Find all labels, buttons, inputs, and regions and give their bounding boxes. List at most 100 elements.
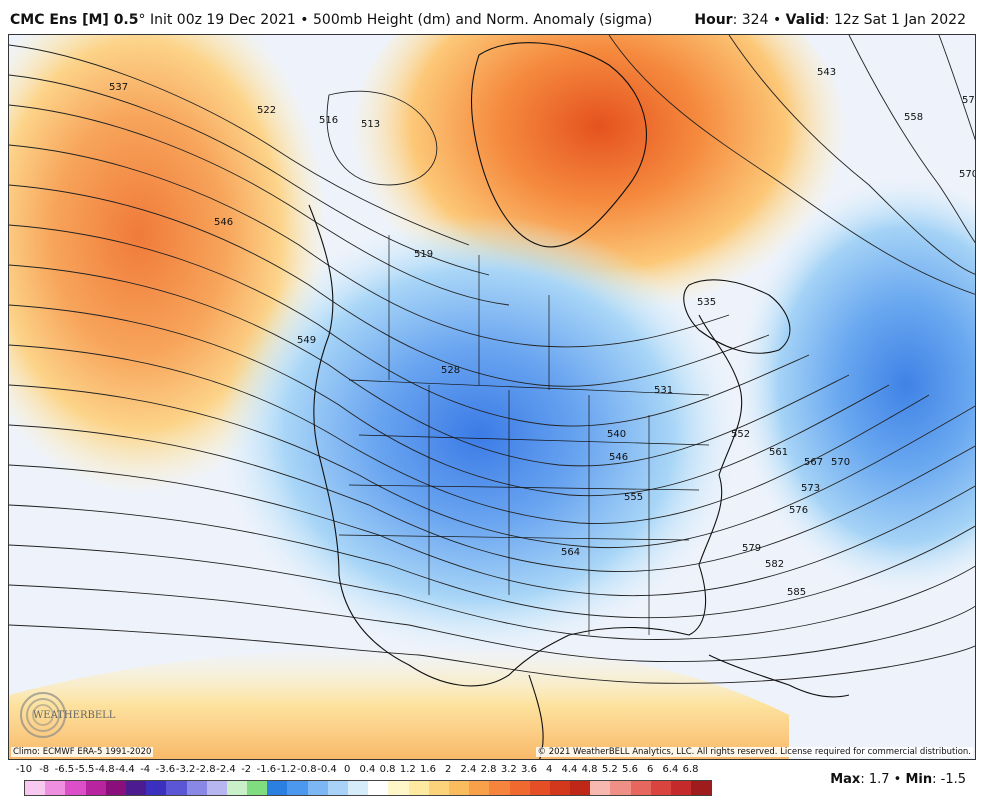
init-time: Init 00z 19 Dec 2021: [149, 12, 296, 28]
min-value: : -1.5: [932, 772, 966, 787]
separator: •: [893, 772, 902, 787]
height-contours: [9, 35, 975, 684]
colorbar-tick-label: 5.2: [601, 764, 618, 775]
colorbar-tick-label: 1.2: [399, 764, 416, 775]
field-description: 500mb Height (dm) and Norm. Anomaly (sig…: [313, 12, 653, 28]
colorbar-swatch: [186, 781, 207, 795]
contour-label: 546: [609, 452, 628, 463]
valid-label: Valid: [785, 12, 825, 28]
central-negative-anomaly: [219, 215, 739, 655]
colorbar-tick-label: -1.6: [256, 764, 277, 775]
contour-label: 576: [789, 505, 808, 516]
colorbar-swatch: [307, 781, 328, 795]
climatology-note: Climo: ECMWF ERA-5 1991-2020: [11, 747, 154, 757]
min-label: Min: [905, 772, 933, 787]
max-label: Max: [830, 772, 861, 787]
colorbar-tick-label: 6: [647, 764, 654, 775]
contour-label-layer: 537 546 522 516 513 519 528 549 531 535 …: [109, 67, 975, 598]
contour-label: 516: [319, 115, 338, 126]
colorbar-tick-label: -10: [15, 764, 33, 775]
colorbar-swatch: [25, 781, 46, 795]
contour-label: 549: [297, 335, 316, 346]
colorbar-tick-label: -0.8: [297, 764, 317, 775]
colorbar-tick-label: 3.2: [500, 764, 517, 775]
contour-label: 567: [804, 457, 823, 468]
colorbar-swatches: [24, 780, 713, 796]
colorbar-swatch: [166, 781, 187, 795]
contour-label: 543: [817, 67, 836, 78]
colorbar-swatch: [428, 781, 449, 795]
colorbar-tick-label: -3.2: [175, 764, 196, 775]
max-value: : 1.7: [860, 772, 890, 787]
colorbar-swatch: [125, 781, 147, 795]
contour-label: 537: [109, 82, 128, 93]
contour-label: 582: [765, 559, 784, 570]
colorbar-swatch: [388, 781, 409, 795]
colorbar-swatch: [146, 781, 167, 795]
colorbar-tick-label: 6.8: [682, 764, 699, 775]
colorbar-swatch: [368, 781, 389, 795]
header-bar: CMC Ens [M] 0.5° Init 00z 19 Dec 2021 • …: [0, 0, 984, 34]
colorbar-swatch: [267, 781, 288, 795]
colorbar-tick-label: -1.2: [276, 764, 297, 775]
contour-label: 558: [904, 112, 923, 123]
separator: •: [772, 12, 782, 28]
colorbar-swatch: [327, 781, 348, 795]
colorbar-swatch: [570, 781, 591, 795]
colorbar-swatch: [348, 781, 369, 795]
colorbar-tick-label: 4.4: [561, 764, 578, 775]
colorbar-tick-label: -2.4: [216, 764, 236, 775]
colorbar-tick-label: -6.5: [54, 764, 75, 775]
separator: •: [300, 12, 309, 28]
colorbar-tick-label: 2.8: [480, 764, 497, 775]
colorbar-swatch: [206, 781, 227, 795]
colorbar-swatch: [549, 781, 571, 795]
contour-label: 585: [787, 587, 806, 598]
hour-label: Hour: [694, 12, 733, 28]
colorbar-tick-label: 0.8: [379, 764, 396, 775]
header-valid: Hour: 324 • Valid: 12z Sat 1 Jan 2022: [694, 12, 966, 28]
contour-label: 555: [624, 492, 643, 503]
colorbar-tick-label: -4.8: [95, 764, 115, 775]
colorbar-labels: -10 -8 -6.5 -5.5 -4.8 -4.4 -4 -3.6 -3.2 -2.8 -2.4-…: [12, 764, 712, 778]
contour-label: 564: [561, 547, 580, 558]
anomaly-colorbar: -10 -8 -6.5 -5.5 -4.8 -4.4 -4 -3.6 -3.2 -2.8 -2.4-…: [12, 764, 713, 804]
colorbar-swatch: [287, 781, 308, 795]
colorbar-tick-label: -5.5: [74, 764, 95, 775]
colorbar-swatch: [448, 781, 470, 795]
colorbar-swatch: [529, 781, 550, 795]
colorbar-tick-label: 1.6: [420, 764, 436, 775]
atlantic-negative-anomaly: [719, 175, 975, 595]
colorbar-tick-label: 4.8: [581, 764, 598, 775]
colorbar-swatch: [105, 781, 126, 795]
contour-label: 519: [414, 249, 433, 260]
contour-label: 561: [769, 447, 788, 458]
contour-label: 570: [831, 457, 850, 468]
colorbar-swatch: [691, 781, 712, 795]
colorbar-swatch: [610, 781, 631, 795]
colorbar-tick-label: -4.4: [115, 764, 135, 775]
colorbar-tick-label: -2: [241, 764, 252, 775]
weather-map[interactable]: 537 546 522 516 513 519 528 549 531 535 …: [8, 34, 976, 760]
colorbar-tick-label: -3.6: [155, 764, 176, 775]
contour-label: 531: [654, 385, 673, 396]
contour-label: 522: [257, 105, 276, 116]
contour-label: 546: [214, 217, 233, 228]
colorbar-tick-label: 6.4: [662, 764, 679, 775]
colorbar-swatch: [489, 781, 510, 795]
header-title: CMC Ens [M] 0.5° Init 00z 19 Dec 2021 • …: [10, 12, 652, 28]
colorbar-tick-label: 0.4: [359, 764, 376, 775]
degree-symbol: °: [138, 12, 146, 28]
colorbar-tick-label: -4: [140, 764, 151, 775]
colorbar-tick-label: -0.4: [317, 764, 337, 775]
model-name: CMC Ens [M] 0.5: [10, 12, 139, 28]
contour-label: 513: [361, 119, 380, 130]
hour-value: : 324: [732, 12, 769, 28]
colorbar-swatch: [408, 781, 429, 795]
colorbar-swatch: [247, 781, 268, 795]
contour-label: 540: [607, 429, 626, 440]
colorbar-swatch: [509, 781, 530, 795]
colorbar-swatch: [85, 781, 106, 795]
colorbar-tick-label: 4: [546, 764, 553, 775]
colorbar-swatch: [226, 781, 248, 795]
